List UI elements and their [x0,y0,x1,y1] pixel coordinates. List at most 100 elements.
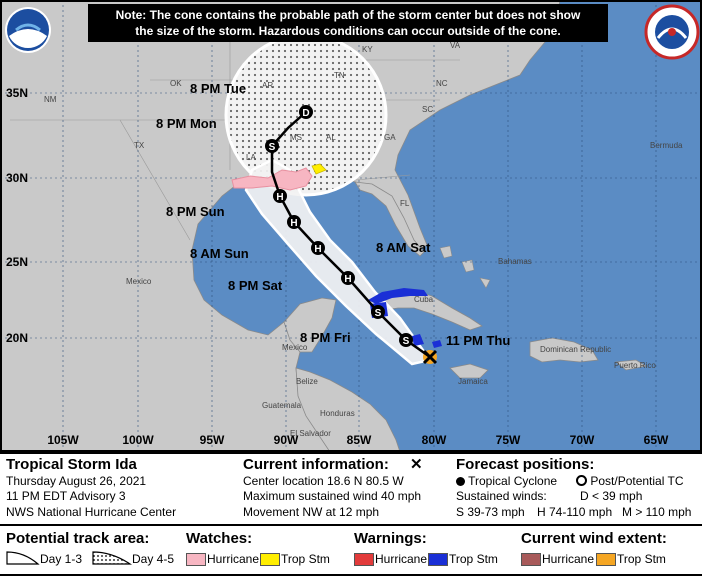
m-definition: M > 110 mph [622,505,692,519]
svg-text:H: H [344,274,351,285]
post-tc-label: Post/Potential TC [590,474,684,488]
place-label: AR [262,81,273,90]
hollow-circle-icon [576,475,587,486]
movement: Movement NW at 12 mph [243,505,380,519]
land-central-america [295,367,401,452]
longitude-labels: 105W 100W 95W 90W 85W 80W 75W 70W 65W [47,433,669,447]
warnings-title: Warnings: [354,530,427,547]
forecast-label: 8 AM Sat [376,240,431,255]
forecast-label: 8 PM Mon [156,116,217,131]
watches-title: Watches: [186,530,253,547]
trop-watch-label: Trop Stm [281,552,330,566]
lon-label: 80W [422,433,447,447]
place-label: Guatemala [262,401,302,410]
forecast-label: 8 PM Fri [300,330,351,345]
forecast-label: 8 PM Tue [190,81,246,96]
x-mark-icon: ✕ [410,456,423,473]
lon-label: 75W [496,433,521,447]
svg-text:S: S [269,142,276,153]
lon-label: 95W [200,433,225,447]
lat-label: 30N [6,171,28,185]
place-label: El Salvador [290,429,331,438]
noaa-logo [5,7,51,53]
h-definition: H 74-110 mph [537,505,613,519]
place-label: FL [400,199,410,208]
note-line-2: the size of the storm. Hazardous conditi… [135,24,560,38]
forecast-marker: H [273,189,287,203]
place-label: KY [362,45,373,54]
land-florida [354,181,425,257]
post-tc-legend: Post/Potential TC [576,474,684,488]
lon-label: 70W [570,433,595,447]
hurricane-watch-area [231,167,313,191]
svg-text:H: H [276,192,283,203]
hurricane-watch-label: Hurricane [207,552,260,566]
land-jamaica [449,363,489,379]
hurricane-wind-label: Hurricane [542,552,595,566]
info-panel: Tropical Storm Ida Thursday August 26, 2… [0,452,702,576]
lon-label: 65W [644,433,669,447]
land-yucatan [283,297,337,353]
day4-5-label: Day 4-5 [132,552,175,566]
trop-storm-watch-area [311,163,327,175]
lat-label: 25N [6,255,28,269]
note-box [88,4,608,42]
hurricane-warning-swatch [354,553,374,566]
place-label: Bahamas [498,257,532,266]
place-label: NC [436,79,448,88]
land-hispaniola [529,337,599,363]
advisory-number: 11 PM EDT Advisory 3 [6,489,126,503]
lon-label: 100W [122,433,154,447]
hurricane-warning-label: Hurricane [375,552,428,566]
current-position-x-icon [422,349,438,365]
hurricane-wind-swatch [521,553,541,566]
day4-5-swatch [92,551,132,565]
place-label: TN [334,71,345,80]
place-label: OK [170,79,182,88]
lat-label: 20N [6,331,28,345]
forecast-label: 8 AM Sun [190,246,249,261]
svg-text:S: S [403,336,410,347]
place-label: SC [422,105,433,114]
svg-text:H: H [314,244,321,255]
day1-3-label: Day 1-3 [40,552,83,566]
latitude-labels: 35N 30N 25N 20N [6,86,28,345]
place-label: VA [450,41,461,50]
forecast-label: 8 PM Sun [166,204,225,219]
place-label: Puerto Rico [614,361,656,370]
place-label: Dominican Republic [540,345,611,354]
forecast-marker: S [265,139,279,153]
place-label: Jamaica [458,377,488,386]
nws-logo [644,4,700,60]
place-label: Mexico [126,277,152,286]
forecast-marker: S [399,333,413,347]
issuing-center: NWS National Hurricane Center [6,505,177,519]
forecast-marker: S [371,305,385,319]
trop-wind-swatch [596,553,616,566]
place-label: LA [246,153,256,162]
place-label: GA [384,133,396,142]
current-info-title: Current information: [243,456,389,473]
forecast-time-labels: 8 PM Tue 8 PM Mon 8 PM Sun 8 AM Sun 8 PM… [156,81,510,348]
lon-label: 85W [347,433,372,447]
place-label: Cuba [414,295,434,304]
hurricane-watch-swatch [186,553,206,566]
place-label: NM [44,95,57,104]
place-labels: NM OK AR TN KY VA NC SC GA AL MS LA TX F… [44,41,683,438]
potential-track-title: Potential track area: [6,530,150,547]
place-label: Bermuda [650,141,683,150]
land-bahamas [439,245,491,289]
svg-text:S: S [375,308,382,319]
forecast-markers: D S H H H H S S [265,105,413,347]
place-label: Mexico [282,343,308,352]
tropical-cyclone-label: Tropical Cyclone [468,474,558,488]
forecast-marker: H [287,215,301,229]
trop-watch-swatch [260,553,280,566]
forecast-label: 8 PM Sat [228,278,283,293]
sustained-winds-label: Sustained winds: [456,489,547,503]
trop-warning-swatch [428,553,448,566]
day1-3-swatch [6,551,40,565]
land-puerto-rico [614,359,648,371]
forecast-label: 11 PM Thu [446,333,510,348]
